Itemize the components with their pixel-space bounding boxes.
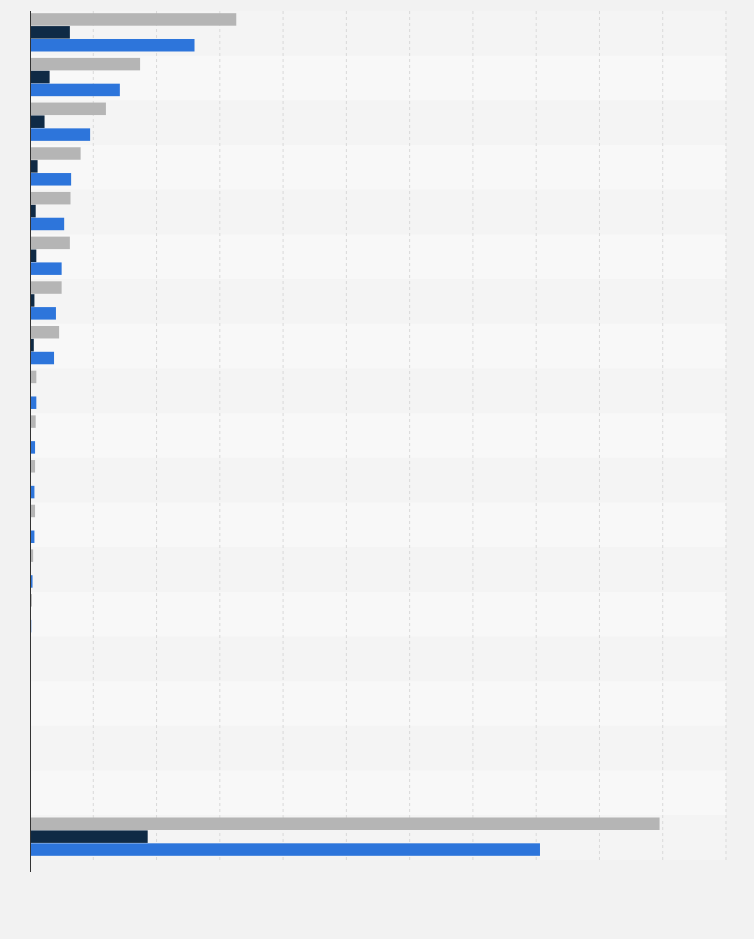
bar[interactable] [30,38,195,52]
category-band [30,591,726,637]
bar[interactable] [30,83,120,97]
bar[interactable] [30,281,62,294]
bar[interactable] [30,128,91,141]
category-band [30,725,726,771]
bar[interactable] [30,415,36,428]
bar[interactable] [30,249,37,263]
bar[interactable] [30,57,141,71]
category-band [30,368,726,414]
bar[interactable] [30,504,36,518]
bar[interactable] [30,217,65,231]
category-band [30,770,726,816]
bar[interactable] [30,396,37,409]
bar[interactable] [30,307,56,320]
bar[interactable] [30,817,660,831]
category-band [30,636,726,682]
bar[interactable] [30,147,81,160]
bar[interactable] [30,70,50,84]
bar[interactable] [30,294,35,307]
category-band [30,323,726,369]
category-band [30,189,726,235]
bar[interactable] [30,370,37,384]
bar[interactable] [30,102,106,116]
bar[interactable] [30,843,540,856]
bar[interactable] [30,351,55,365]
bar[interactable] [30,575,33,588]
bar[interactable] [30,549,34,562]
category-band [30,100,726,146]
bar[interactable] [30,160,38,173]
category-band [30,279,726,324]
category-band [30,502,726,548]
bar[interactable] [30,325,60,339]
category-band [30,145,726,190]
category-band [30,55,726,101]
category-band [30,413,726,458]
bar[interactable] [30,530,35,544]
bar[interactable] [30,485,35,499]
category-band [30,234,726,280]
category-band [30,681,726,726]
bar[interactable] [30,115,45,128]
bar[interactable] [30,26,70,39]
bar[interactable] [30,441,36,454]
bar[interactable] [30,191,71,205]
bar[interactable] [30,173,72,186]
bar[interactable] [30,460,36,473]
bar[interactable] [30,262,62,275]
category-band [30,547,726,592]
bar[interactable] [30,204,36,218]
bar[interactable] [30,13,237,26]
bar[interactable] [30,338,34,352]
bar[interactable] [30,236,70,250]
category-band [30,457,726,503]
bar[interactable] [30,830,148,843]
